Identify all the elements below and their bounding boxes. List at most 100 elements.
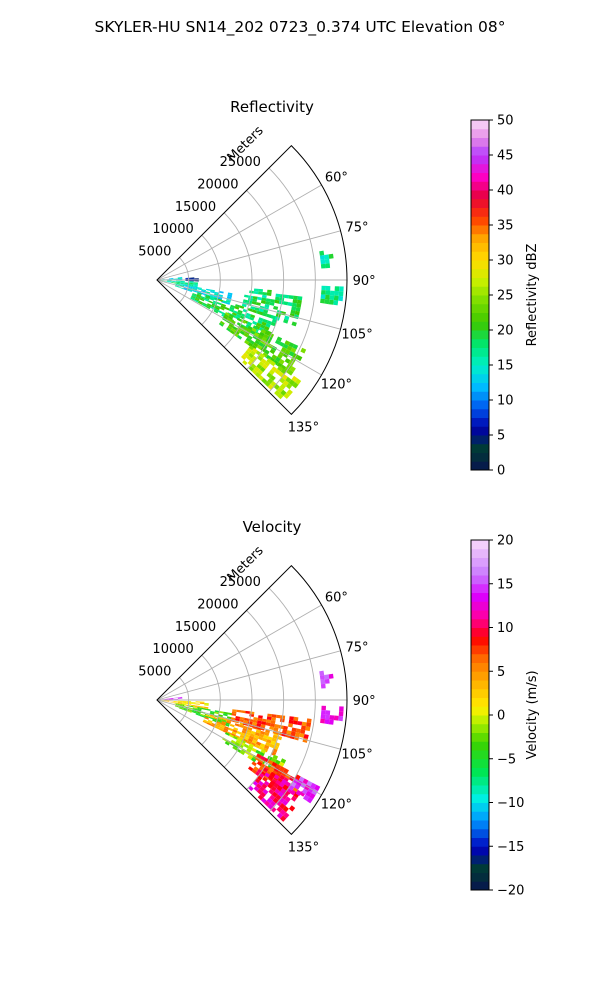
echo-cell xyxy=(295,732,301,737)
echo-cell xyxy=(265,722,271,727)
azimuth-tick-label: 60° xyxy=(325,590,348,605)
echo-cell xyxy=(216,722,221,727)
echo-cell xyxy=(283,777,289,783)
echo-cell xyxy=(204,297,210,301)
echo-cell xyxy=(214,726,220,730)
colorbar-segment xyxy=(471,295,489,305)
colorbar-tick-label: 30 xyxy=(497,254,514,269)
colorbar-segment xyxy=(471,636,489,646)
colorbar-segment xyxy=(471,400,489,410)
echo-cell xyxy=(178,707,184,710)
echo-cell xyxy=(219,726,225,730)
echo-cell xyxy=(192,710,197,713)
echo-cell xyxy=(246,312,251,317)
echo-cell xyxy=(173,697,178,699)
echo-cell xyxy=(233,332,239,337)
echo-cell xyxy=(305,726,311,732)
echo-cell xyxy=(220,724,225,728)
colorbar-tick-label: 5 xyxy=(497,429,505,444)
echo-cell xyxy=(271,354,278,360)
echo-cell xyxy=(224,313,229,318)
echo-cell xyxy=(271,737,277,743)
echo-cell xyxy=(276,714,281,719)
echo-cell xyxy=(243,352,249,358)
echo-cell xyxy=(213,309,219,314)
colorbar-segment xyxy=(471,330,489,340)
echo-cell xyxy=(268,369,275,376)
echo-cell xyxy=(197,288,202,291)
range-tick-label: 20000 xyxy=(197,597,238,612)
azimuth-tick-label: 135° xyxy=(288,840,319,855)
azimuth-spoke xyxy=(156,230,341,281)
echo-cell xyxy=(189,283,194,286)
echo-cell xyxy=(262,789,269,795)
colorbar-segment xyxy=(471,645,489,655)
echo-cell xyxy=(269,302,275,306)
echo-cell xyxy=(182,700,187,702)
echo-cell xyxy=(254,734,260,739)
echo-cell xyxy=(286,382,293,390)
echo-cell xyxy=(207,303,212,307)
echo-cell xyxy=(205,291,211,294)
echo-cell xyxy=(205,296,210,300)
echo-cell xyxy=(279,383,286,390)
echo-cell xyxy=(246,321,253,326)
echo-cell xyxy=(339,706,344,712)
echo-cell xyxy=(175,285,180,288)
echo-cell xyxy=(177,697,183,699)
echo-cell xyxy=(283,768,289,774)
colorbar-segment xyxy=(471,120,489,130)
echo-cell xyxy=(221,721,227,725)
colorbar-segment xyxy=(471,618,489,628)
echo-cell xyxy=(325,285,331,291)
echo-cell xyxy=(252,298,258,303)
echo-cell xyxy=(258,715,263,719)
azimuth-tick-label: 75° xyxy=(346,640,369,655)
echo-cell xyxy=(251,327,257,333)
echo-cell xyxy=(288,719,294,724)
echo-cell xyxy=(194,299,199,303)
echo-cell xyxy=(258,342,264,347)
echo-cell xyxy=(244,294,249,298)
echo-cell xyxy=(324,719,330,725)
echo-cell xyxy=(226,718,232,722)
echo-cell xyxy=(305,790,312,797)
echo-cell xyxy=(176,280,181,282)
echo-cell xyxy=(169,698,174,700)
echo-cell xyxy=(236,328,242,333)
echo-cell xyxy=(167,281,172,283)
colorbar-label: Velocity (m/s) xyxy=(525,670,540,759)
echo-cell xyxy=(267,759,274,765)
colorbar-segment xyxy=(471,391,489,401)
echo-cell xyxy=(227,292,233,296)
echo-cell xyxy=(226,720,232,724)
echo-cell xyxy=(261,721,267,726)
echo-cell xyxy=(254,366,260,372)
polar-frame xyxy=(156,564,348,836)
colorbar: 0 5 10 15 20 25 30 35 40 45 50 Reflectivity dBZ xyxy=(470,114,540,479)
range-tick-label: 25000 xyxy=(220,575,261,590)
echo-cell xyxy=(276,362,283,368)
echo-cell xyxy=(266,739,272,744)
echo-cell xyxy=(290,795,298,802)
echo-cell xyxy=(206,288,211,291)
echo-cell xyxy=(214,293,219,296)
echo-cell xyxy=(215,724,221,728)
echo-cell xyxy=(299,733,305,738)
echo-cell xyxy=(272,734,278,739)
echo-cell xyxy=(306,797,313,804)
colorbar-tick-label: 20 xyxy=(497,534,514,549)
echo-cell xyxy=(291,302,297,308)
echo-cell xyxy=(273,305,279,310)
echo-cell xyxy=(188,286,193,289)
colorbar-segment xyxy=(471,540,489,550)
echo-cell xyxy=(265,354,272,361)
echo-cell xyxy=(183,288,188,291)
echo-cell xyxy=(200,297,205,300)
echo-cell xyxy=(214,291,220,295)
echo-cell xyxy=(271,366,278,372)
echo-cell xyxy=(283,301,289,306)
echo-cell xyxy=(290,731,296,736)
echo-cell xyxy=(288,351,295,357)
